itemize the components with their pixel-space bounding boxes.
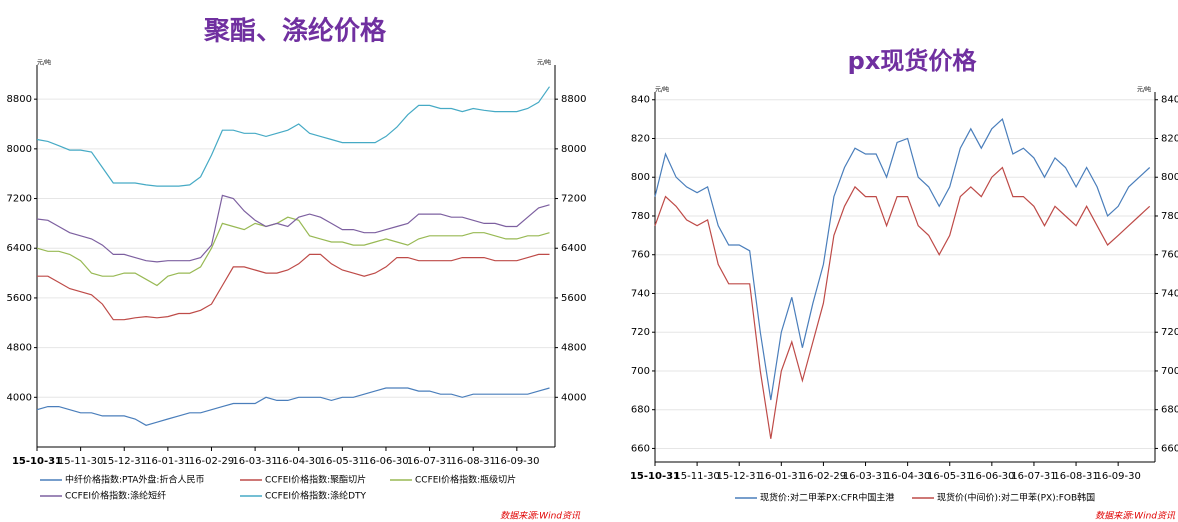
source-note: 数据来源:Wind资讯 <box>500 511 581 522</box>
series-line <box>36 387 550 426</box>
x-tick-label: 16-07-31 <box>407 456 452 467</box>
series-line <box>37 253 550 321</box>
y2-tick-label: 820 <box>1161 133 1178 144</box>
x-tick-label: 16-04-30 <box>276 456 321 467</box>
y-tick-label: 4800 <box>7 343 32 354</box>
x-tick-label: 16-09-30 <box>494 456 539 467</box>
x-tick-label: 16-08-31 <box>1053 471 1098 482</box>
y2-tick-label: 700 <box>1161 366 1178 377</box>
x-tick-label: 15-10-31 <box>630 471 680 482</box>
x-tick-label: 16-08-31 <box>451 456 496 467</box>
y-tick-label: 8000 <box>7 144 32 155</box>
y-tick-label: 5600 <box>7 293 32 304</box>
y2-tick-label: 6400 <box>561 243 586 254</box>
x-tick-label: 16-06-30 <box>363 456 408 467</box>
legend-label: 现货价:对二甲苯PX:CFR中国主港 <box>760 492 894 504</box>
series-line <box>36 216 550 287</box>
y-tick-label: 780 <box>631 211 650 222</box>
x-tick-label: 16-05-31 <box>927 471 972 482</box>
x-tick-label: 16-05-31 <box>320 456 365 467</box>
x-tick-label: 16-09-30 <box>1095 471 1140 482</box>
y2-tick-label: 660 <box>1161 443 1178 454</box>
y2-tick-label: 720 <box>1161 327 1178 338</box>
chart-title: 聚酯、涤纶价格 <box>203 16 387 47</box>
x-tick-label: 16-06-30 <box>969 471 1014 482</box>
y2-tick-label: 800 <box>1161 172 1178 183</box>
x-tick-label: 15-12-31 <box>102 456 147 467</box>
y2-tick-label: 680 <box>1161 405 1178 416</box>
y2-tick-label: 4800 <box>561 343 586 354</box>
x-tick-label: 15-10-31 <box>12 456 62 467</box>
y2-tick-label: 8800 <box>561 94 586 105</box>
legend-label: CCFEI价格指数:涤纶DTY <box>265 490 367 502</box>
y-tick-label: 660 <box>631 443 650 454</box>
y-tick-label: 800 <box>631 172 650 183</box>
x-tick-label: 16-03-31 <box>843 471 888 482</box>
y-axis-unit: 元/吨 <box>537 59 551 67</box>
y2-tick-label: 780 <box>1161 211 1178 222</box>
x-tick-label: 16-07-31 <box>1011 471 1056 482</box>
y-tick-label: 4000 <box>7 392 32 403</box>
series-line <box>36 194 550 263</box>
y2-tick-label: 7200 <box>561 194 586 205</box>
series-line <box>654 118 1151 401</box>
legend-label: CCFEI价格指数:涤纶短纤 <box>65 490 166 502</box>
y-tick-label: 740 <box>631 288 650 299</box>
x-tick-label: 16-04-30 <box>885 471 930 482</box>
chart-title: px现货价格 <box>848 47 978 75</box>
x-tick-label: 16-03-31 <box>232 456 277 467</box>
y-axis-unit: 元/吨 <box>655 86 669 94</box>
x-tick-label: 15-11-30 <box>58 456 103 467</box>
x-tick-label: 16-02-29 <box>801 471 846 482</box>
legend-label: CCFEI价格指数:聚酯切片 <box>265 474 366 486</box>
x-tick-label: 15-12-31 <box>717 471 762 482</box>
legend-label: 现货价(中间价):对二甲苯(PX):FOB韩国 <box>937 492 1095 504</box>
y-tick-label: 820 <box>631 133 650 144</box>
y-tick-label: 700 <box>631 366 650 377</box>
y-tick-label: 7200 <box>7 194 32 205</box>
y2-tick-label: 760 <box>1161 250 1178 261</box>
y2-tick-label: 8000 <box>561 144 586 155</box>
y-axis-unit: 元/吨 <box>1137 86 1151 94</box>
legend-label: 中纤价格指数:PTA外盘:折合人民币 <box>65 474 204 486</box>
y2-tick-label: 840 <box>1161 95 1178 106</box>
x-tick-label: 16-02-29 <box>189 456 234 467</box>
y2-tick-label: 740 <box>1161 288 1178 299</box>
y-axis-unit: 元/吨 <box>37 59 51 67</box>
y-tick-label: 6400 <box>7 243 32 254</box>
legend-label: CCFEI价格指数:瓶级切片 <box>415 474 516 486</box>
y-tick-label: 680 <box>631 405 650 416</box>
y-tick-label: 760 <box>631 250 650 261</box>
x-tick-label: 15-11-30 <box>674 471 719 482</box>
series-line <box>654 166 1151 439</box>
y-tick-label: 720 <box>631 327 650 338</box>
y2-tick-label: 5600 <box>561 293 586 304</box>
y-tick-label: 840 <box>631 95 650 106</box>
x-tick-label: 16-01-31 <box>759 471 804 482</box>
y2-tick-label: 4000 <box>561 392 586 403</box>
y-tick-label: 8800 <box>7 94 32 105</box>
x-tick-label: 16-01-31 <box>145 456 190 467</box>
source-note: 数据来源:Wind资讯 <box>1095 511 1176 522</box>
series-line <box>36 86 550 187</box>
